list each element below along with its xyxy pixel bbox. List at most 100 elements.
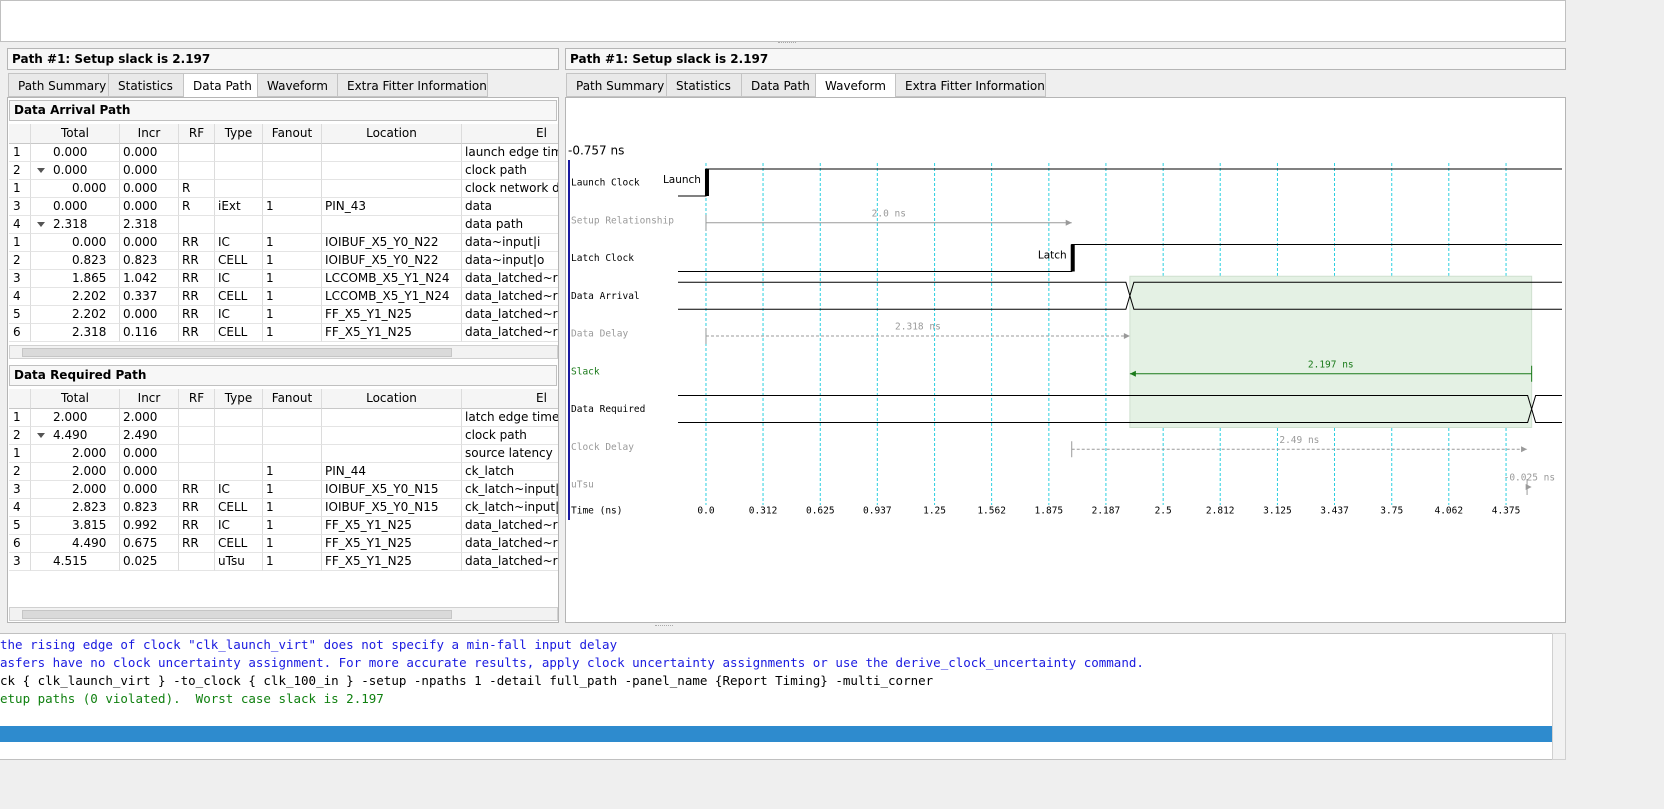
table-row: 62.3180.116RRCELL1FF_X5_Y1_N25data_latch…: [9, 324, 558, 342]
cell: 1: [263, 517, 322, 535]
cell: 2.318: [31, 216, 120, 234]
table-row: 20.8230.823RRCELL1IOIBUF_X5_Y0_N22data~i…: [9, 252, 558, 270]
column-header: Location: [322, 389, 462, 409]
cell: clock network de: [462, 180, 558, 198]
cell: [322, 216, 462, 234]
cell: 2: [9, 252, 31, 270]
scrollbar[interactable]: [9, 607, 558, 621]
cell: 2.318: [120, 216, 179, 234]
row-label: Data Required: [571, 404, 645, 415]
arrow-head: [1066, 220, 1072, 226]
cell: IOIBUF_X5_Y0_N15: [322, 481, 462, 499]
cell: IOIBUF_X5_Y0_N15: [322, 499, 462, 517]
cell: PIN_44: [322, 463, 462, 481]
cell: IC: [215, 306, 263, 324]
cell: 2: [9, 463, 31, 481]
x-tick-label: 1.25: [923, 506, 946, 517]
cell: [179, 463, 215, 481]
expand-arrow[interactable]: [37, 222, 45, 227]
expand-arrow[interactable]: [37, 433, 45, 438]
table-row: 12.0002.000latch edge time: [9, 409, 558, 427]
tab[interactable]: Path Summary: [566, 73, 667, 97]
cell: RR: [179, 481, 215, 499]
cell: 2.000: [31, 481, 120, 499]
cell: 3: [9, 481, 31, 499]
cell: 1: [9, 234, 31, 252]
cell: 0.000: [120, 180, 179, 198]
cell: 4: [9, 288, 31, 306]
arrow-head: [1521, 446, 1527, 452]
tab[interactable]: Data Path: [741, 73, 816, 97]
cell: CELL: [215, 499, 263, 517]
tab[interactable]: Statistics: [666, 73, 742, 97]
cell: 0.000: [31, 162, 120, 180]
edge-label: Latch: [1038, 250, 1067, 262]
cell: 4.490: [31, 427, 120, 445]
arrow-head: [1526, 484, 1532, 490]
cell: 0.823: [31, 252, 120, 270]
cell: 1.865: [31, 270, 120, 288]
span-label: 2.49 ns: [1279, 435, 1319, 446]
left-tabs: Path SummaryStatisticsData PathWaveformE…: [7, 73, 559, 98]
cell: 0.823: [120, 499, 179, 517]
console-line: etup paths (0 violated). Worst case slac…: [0, 690, 1552, 708]
cell: 2.000: [31, 409, 120, 427]
cell: ck_latch: [462, 463, 558, 481]
cell: IOIBUF_X5_Y0_N22: [322, 252, 462, 270]
cell: 3: [9, 270, 31, 288]
tab[interactable]: Data Path: [183, 73, 258, 98]
cell: CELL: [215, 324, 263, 342]
cell: [179, 427, 215, 445]
cell: uTsu: [215, 553, 263, 571]
cell: IOIBUF_X5_Y0_N22: [322, 234, 462, 252]
clock-edge: [705, 169, 709, 196]
cell: [179, 216, 215, 234]
splitter[interactable]: [778, 42, 796, 45]
x-tick-label: 3.437: [1320, 506, 1349, 517]
cell: RR: [179, 324, 215, 342]
cell: 0.000: [120, 144, 179, 162]
tab[interactable]: Waveform: [257, 73, 338, 97]
expand-arrow[interactable]: [37, 168, 45, 173]
scroll-thumb[interactable]: [22, 348, 452, 357]
table-row: 64.4900.675RRCELL1FF_X5_Y1_N25data_latch…: [9, 535, 558, 553]
cell: 1: [263, 270, 322, 288]
table-row: 31.8651.042RRIC1LCCOMB_X5_Y1_N24data_lat…: [9, 270, 558, 288]
cell: data_latched~reg: [462, 270, 558, 288]
cell: ck_latch~input|i: [462, 481, 558, 499]
selected-line[interactable]: [0, 726, 1552, 742]
table-row: 10.0000.000Rclock network de: [9, 180, 558, 198]
clock-wave: [678, 169, 1562, 196]
x-tick-label: 2.812: [1206, 506, 1235, 517]
cell: 5: [9, 517, 31, 535]
cell: [263, 445, 322, 463]
cell: 0.000: [31, 198, 120, 216]
cell: 0.000: [120, 445, 179, 463]
cell: 0.116: [120, 324, 179, 342]
arrival-table: TotalIncrRFTypeFanoutLocationEl10.0000.0…: [9, 124, 558, 344]
cell: 0.675: [120, 535, 179, 553]
cell: RR: [179, 517, 215, 535]
vertical-scrollbar[interactable]: [1552, 633, 1566, 760]
cell: [215, 144, 263, 162]
cell: 0.823: [120, 252, 179, 270]
tab[interactable]: Statistics: [108, 73, 184, 97]
table-row: 42.2020.337RRCELL1LCCOMB_X5_Y1_N24data_l…: [9, 288, 558, 306]
cell: [322, 409, 462, 427]
tab[interactable]: Extra Fitter Information: [337, 73, 488, 97]
x-tick-label: 3.125: [1263, 506, 1292, 517]
tab[interactable]: Waveform: [815, 73, 896, 98]
tab[interactable]: Extra Fitter Information: [895, 73, 1046, 97]
left-title: Path #1: Setup slack is 2.197: [7, 48, 559, 70]
scrollbar[interactable]: [9, 345, 558, 359]
splitter[interactable]: [655, 625, 673, 628]
cell: 4: [9, 499, 31, 517]
cell: launch edge time: [462, 144, 558, 162]
cell: 1: [263, 198, 322, 216]
slack-region: [1130, 276, 1532, 427]
arrow-head: [1124, 333, 1130, 339]
tab[interactable]: Path Summary: [8, 73, 109, 97]
cell: 2.318: [31, 324, 120, 342]
scroll-thumb[interactable]: [22, 610, 452, 619]
